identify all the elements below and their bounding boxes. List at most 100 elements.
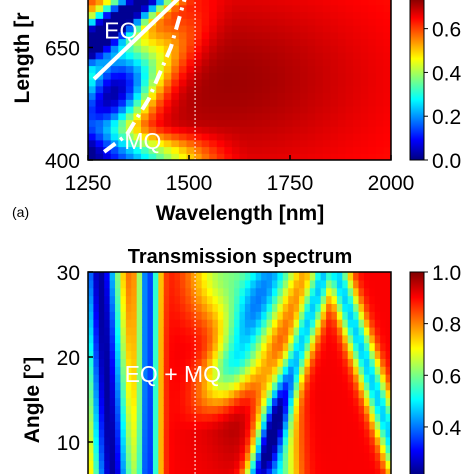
- heatmap-cell: [383, 4, 391, 13]
- heatmap-cell: [300, 65, 309, 73]
- heatmap-cell: [358, 413, 365, 422]
- heatmap-cell: [125, 428, 132, 438]
- heatmap-cell: [223, 342, 230, 352]
- heatmap-cell: [315, 45, 324, 53]
- heatmap-cell: [190, 405, 197, 414]
- heatmap-cell: [300, 0, 309, 6]
- heatmap-cell: [88, 358, 95, 367]
- heatmap-cell: [239, 334, 246, 344]
- heatmap-cell: [337, 92, 347, 100]
- heatmap-cell: [201, 85, 210, 94]
- heatmap-cell: [158, 272, 165, 281]
- heatmap-cell: [98, 374, 105, 383]
- heatmap-cell: [216, 65, 225, 73]
- heatmap-cell: [261, 303, 268, 312]
- heatmap-cell: [103, 106, 112, 114]
- heatmap-cell: [158, 381, 165, 391]
- heatmap-cell: [190, 460, 197, 469]
- heatmap-cell: [171, 72, 180, 80]
- heatmap-cell: [148, 153, 157, 160]
- heatmap-cell: [185, 303, 192, 312]
- heatmap-cell: [190, 468, 197, 474]
- heatmap-cell: [353, 358, 360, 367]
- heatmap-cell: [292, 65, 301, 73]
- heatmap-cell: [320, 389, 327, 399]
- heatmap-cell: [163, 350, 170, 359]
- heatmap-cell: [141, 112, 150, 121]
- heatmap-cell: [320, 413, 327, 422]
- heatmap-cell: [118, 126, 127, 134]
- heatmap-cell: [95, 112, 104, 121]
- heatmap-cell: [231, 85, 241, 94]
- heatmap-cell: [178, 18, 188, 26]
- heatmap-cell: [115, 311, 122, 320]
- heatmap-cell: [224, 139, 233, 148]
- heatmap-cell: [304, 436, 311, 446]
- heatmap-cell: [142, 334, 149, 344]
- heatmap-cell: [95, 133, 104, 141]
- heatmap-cell: [163, 112, 172, 121]
- heatmap-cell: [239, 279, 246, 289]
- heatmap-cell: [190, 295, 197, 304]
- heatmap-cell: [322, 119, 331, 127]
- heatmap-cell: [171, 4, 180, 13]
- heatmap-cell: [322, 11, 331, 19]
- heatmap-cell: [88, 4, 97, 13]
- heatmap-cell: [247, 72, 256, 80]
- heatmap-cell: [363, 272, 370, 281]
- heatmap-cell: [186, 31, 195, 40]
- heatmap-cell: [224, 146, 233, 154]
- heatmap-cell: [186, 79, 195, 87]
- heatmap-cell: [194, 31, 203, 40]
- heatmap-cell: [228, 460, 235, 469]
- heatmap-cell: [244, 389, 251, 399]
- heatmap-cell: [250, 436, 257, 446]
- heatmap-cell: [209, 58, 218, 67]
- heatmap-cell: [131, 326, 138, 336]
- heatmap-cell: [363, 342, 370, 352]
- heatmap-cell: [374, 272, 381, 281]
- heatmap-cell: [247, 92, 256, 100]
- heatmap-cell: [300, 146, 309, 154]
- heatmap-cell: [345, 112, 354, 121]
- heatmap-cell: [217, 311, 224, 320]
- heatmap-cell: [169, 303, 176, 312]
- heatmap-cell: [239, 99, 248, 107]
- heatmap-cell: [307, 31, 316, 40]
- heatmap-cell: [271, 279, 278, 289]
- heatmap-cell: [244, 279, 251, 289]
- heatmap-cell: [330, 126, 339, 134]
- heatmap-cell: [336, 374, 343, 383]
- heatmap-cell: [368, 25, 377, 33]
- heatmap-cell: [147, 287, 154, 297]
- heatmap-cell: [223, 436, 230, 446]
- heatmap-cell: [342, 326, 349, 336]
- heatmap-cell: [228, 389, 235, 399]
- heatmap-cell: [374, 358, 381, 367]
- heatmap-cell: [368, 11, 377, 19]
- heatmap-cell: [88, 133, 97, 141]
- heatmap-cell: [186, 11, 195, 19]
- heatmap-cell: [315, 287, 322, 297]
- heatmap-cell: [217, 436, 224, 446]
- heatmap-cell: [288, 350, 295, 359]
- heatmap-cell: [309, 303, 316, 312]
- heatmap-cell: [299, 342, 306, 352]
- heatmap-cell: [254, 119, 263, 127]
- heatmap-cell: [293, 444, 300, 454]
- heatmap-cell: [98, 358, 105, 367]
- heatmap-cell: [375, 72, 385, 80]
- heatmap-cell: [345, 31, 354, 40]
- heatmap-cell: [326, 436, 333, 446]
- heatmap-cell: [239, 85, 248, 94]
- heatmap-cell: [239, 38, 248, 46]
- heatmap-cell: [223, 350, 230, 359]
- heatmap-cell: [380, 452, 387, 461]
- heatmap-cell: [385, 295, 391, 304]
- heatmap-cell: [271, 358, 278, 367]
- heatmap-cell: [178, 112, 188, 121]
- heatmap-cell: [125, 25, 135, 33]
- heatmap-cell: [385, 468, 391, 474]
- heatmap-cell: [239, 381, 246, 391]
- heatmap-cell: [266, 350, 273, 359]
